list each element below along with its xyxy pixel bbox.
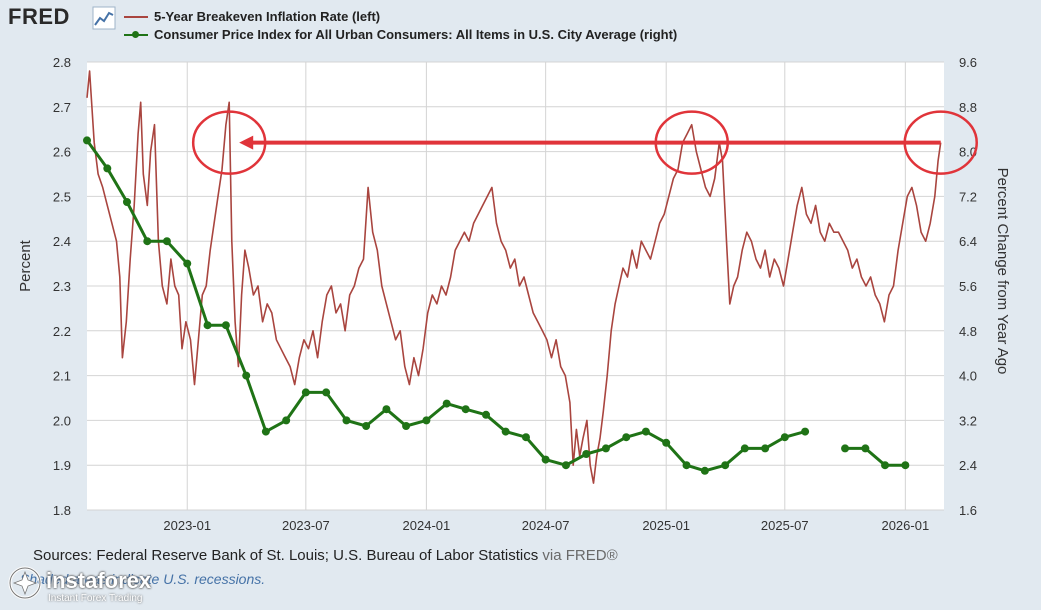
x-tick-label: 2025-07 <box>761 518 809 533</box>
legend-marker-dot-icon <box>132 31 139 38</box>
x-tick-label: 2024-01 <box>403 518 451 533</box>
cpi-data-point[interactable] <box>721 461 730 470</box>
cpi-data-point[interactable] <box>422 416 431 425</box>
fred-logo[interactable]: FRED <box>8 4 70 29</box>
annotation-arrowhead-icon <box>239 135 254 150</box>
cpi-data-point[interactable] <box>740 444 749 453</box>
x-tick-label: 2024-07 <box>522 518 570 533</box>
left-tick-label: 1.9 <box>53 458 71 473</box>
left-tick-label: 2.5 <box>53 189 71 204</box>
left-tick-label: 2.6 <box>53 145 71 160</box>
cpi-data-point[interactable] <box>700 466 709 475</box>
cpi-data-point[interactable] <box>641 427 650 436</box>
recession-note: Shaded areas indicate U.S. recessions. <box>20 571 266 587</box>
watermark-brand: instaforex <box>46 568 152 593</box>
series-line-cpi[interactable] <box>845 446 906 467</box>
cpi-data-point[interactable] <box>342 416 351 425</box>
annotation-circle <box>191 110 267 175</box>
cpi-data-point[interactable] <box>282 416 291 425</box>
cpi-data-point[interactable] <box>501 427 510 436</box>
sources-label: Sources: Federal Reserve Bank of St. Lou… <box>33 547 539 564</box>
cpi-data-point[interactable] <box>662 438 671 447</box>
cpi-data-point[interactable] <box>362 422 371 430</box>
cpi-data-point[interactable] <box>442 399 451 408</box>
legend-swatch-line-icon <box>124 16 148 18</box>
right-tick-label: 3.2 <box>959 413 977 428</box>
x-tick-label: 2025-01 <box>642 518 690 533</box>
left-tick-label: 2.0 <box>53 413 71 428</box>
cpi-data-point[interactable] <box>761 444 770 453</box>
series-line-breakeven[interactable] <box>86 70 942 484</box>
chart[interactable]: 1.8 1.9 2.0 2.1 2.2 2.3 2.4 2.5 2.6 2.7 2.8 1.6 2.4 3… <box>0 0 1041 540</box>
legend-label: 5-Year Breakeven Inflation Rate (left) <box>154 9 381 24</box>
cpi-data-point[interactable] <box>881 461 890 470</box>
right-tick-label: 4.0 <box>959 369 977 384</box>
cpi-data-point[interactable] <box>601 444 610 453</box>
left-tick-label: 1.8 <box>53 503 71 518</box>
sources-text: Sources: Federal Reserve Bank of St. Lou… <box>33 547 618 564</box>
right-axis-title: Percent Change from Year Ago <box>994 168 1011 375</box>
instaforex-logo-icon <box>8 566 42 600</box>
cpi-data-point[interactable] <box>841 444 850 453</box>
legend-label: Consumer Price Index for All Urban Consu… <box>154 27 678 42</box>
cpi-data-point[interactable] <box>622 433 631 442</box>
left-tick-label: 2.7 <box>53 100 71 115</box>
left-tick-label: 2.4 <box>53 234 71 249</box>
cpi-data-point[interactable] <box>162 237 171 246</box>
right-tick-label: 7.2 <box>959 189 977 204</box>
cpi-data-point[interactable] <box>461 405 470 414</box>
left-tick-label: 2.2 <box>53 324 71 339</box>
chart-header: FRED 5-Year Breakeven Inflation Rate (le… <box>0 0 1041 48</box>
cpi-data-point[interactable] <box>221 321 230 330</box>
right-tick-label: 5.6 <box>959 279 977 294</box>
right-tick-label: 4.8 <box>959 324 977 339</box>
cpi-data-point[interactable] <box>143 237 152 246</box>
cpi-data-point[interactable] <box>521 433 530 442</box>
right-tick-label: 8.8 <box>959 100 977 115</box>
annotation-circle <box>903 110 978 175</box>
cpi-data-point[interactable] <box>322 388 331 397</box>
right-tick-label: 6.4 <box>959 234 977 249</box>
cpi-data-point[interactable] <box>122 198 131 206</box>
watermark-tagline: Instant Forex Trading <box>48 593 143 604</box>
cpi-data-point[interactable] <box>261 427 270 436</box>
cpi-data-point[interactable] <box>801 427 810 436</box>
cpi-data-point[interactable] <box>482 410 491 419</box>
cpi-data-point[interactable] <box>301 388 310 397</box>
cpi-data-point[interactable] <box>582 450 591 458</box>
legend-item-cpi[interactable]: Consumer Price Index for All Urban Consu… <box>124 26 677 44</box>
chart-line-icon <box>92 6 116 30</box>
via-fred-link[interactable]: via FRED® <box>542 547 618 564</box>
right-tick-label: 1.6 <box>959 503 977 518</box>
left-tick-label: 2.3 <box>53 279 71 294</box>
cpi-data-point[interactable] <box>103 164 112 173</box>
legend-item-breakeven[interactable]: 5-Year Breakeven Inflation Rate (left) <box>124 8 677 26</box>
cpi-data-point[interactable] <box>780 433 789 442</box>
cpi-data-point[interactable] <box>402 422 411 430</box>
x-tick-label: 2023-01 <box>163 518 211 533</box>
legend: 5-Year Breakeven Inflation Rate (left) C… <box>124 8 677 44</box>
cpi-data-point[interactable] <box>382 405 391 414</box>
cpi-data-point[interactable] <box>242 371 251 380</box>
x-tick-label: 2026-01 <box>881 518 929 533</box>
annotation-circle <box>654 110 729 175</box>
cpi-data-point[interactable] <box>561 461 570 470</box>
left-tick-label: 2.1 <box>53 369 71 384</box>
watermark: instaforex Instant Forex Trading <box>8 566 151 606</box>
cpi-data-point[interactable] <box>183 259 192 268</box>
left-axis-title: Percent <box>17 239 34 292</box>
cpi-data-point[interactable] <box>541 455 550 464</box>
cpi-data-point[interactable] <box>203 321 212 330</box>
left-tick-label: 2.8 <box>53 55 71 70</box>
cpi-data-point[interactable] <box>861 444 870 453</box>
right-tick-label: 9.6 <box>959 55 977 70</box>
cpi-data-point[interactable] <box>83 136 91 145</box>
right-tick-label: 2.4 <box>959 458 977 473</box>
x-tick-label: 2023-07 <box>282 518 330 533</box>
cpi-data-point[interactable] <box>901 461 910 470</box>
cpi-data-point[interactable] <box>682 461 691 470</box>
